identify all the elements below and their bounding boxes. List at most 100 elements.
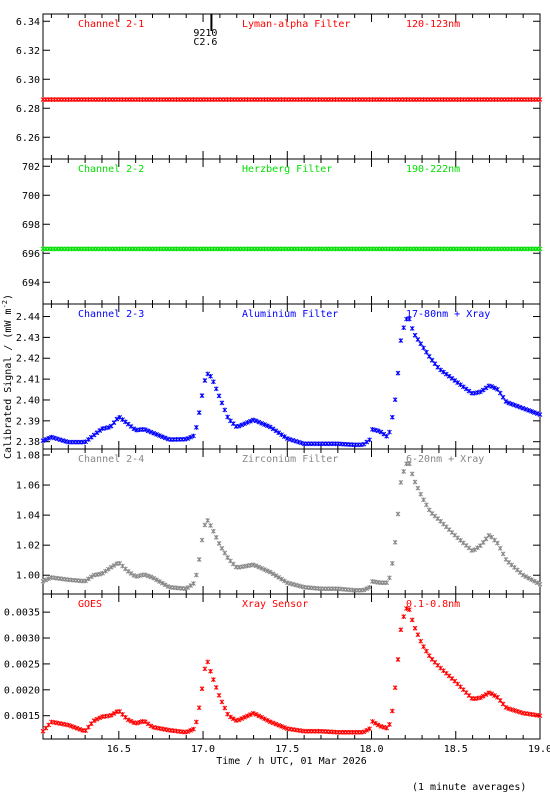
- data-point: [489, 691, 495, 697]
- data-point: [367, 437, 372, 443]
- data-point: [276, 722, 282, 728]
- data-point: [205, 518, 211, 523]
- data-point: [478, 695, 483, 701]
- data-point: [216, 692, 222, 698]
- data-point: [441, 369, 446, 375]
- data-point: [392, 397, 398, 403]
- data-point: [154, 577, 159, 583]
- data-point: [500, 394, 506, 400]
- data-point: [128, 718, 134, 724]
- y-tick-label: 2.44: [16, 312, 40, 323]
- data-point: [478, 389, 483, 395]
- data-point: [242, 714, 247, 720]
- data-point: [108, 712, 114, 718]
- data-point: [111, 711, 117, 716]
- data-point: [123, 419, 128, 425]
- y-tick-label: 702: [22, 162, 40, 173]
- data-point: [401, 614, 407, 619]
- data-point: [486, 533, 492, 538]
- y-tick-label: 698: [22, 220, 40, 231]
- y-tick-label: 2.43: [16, 333, 40, 344]
- data-point: [497, 545, 503, 551]
- data-point: [157, 433, 162, 438]
- footer-note: (1 minute averages): [412, 782, 527, 793]
- data-point: [415, 337, 421, 342]
- data-point: [537, 97, 543, 102]
- data-point: [125, 569, 131, 574]
- data-point: [131, 426, 137, 432]
- data-point: [230, 716, 236, 722]
- y-tick-label: 6.32: [16, 46, 40, 57]
- y-tick-label: 0.0035: [4, 608, 40, 619]
- data-point: [387, 722, 392, 727]
- data-point: [282, 725, 287, 730]
- data-point: [401, 325, 407, 331]
- data-point: [424, 648, 429, 654]
- data-point: [523, 406, 529, 412]
- data-point: [270, 571, 276, 577]
- data-point: [282, 434, 287, 439]
- data-point: [273, 428, 279, 434]
- data-point: [449, 376, 455, 381]
- data-point: [412, 479, 418, 485]
- y-tick-label: 0.0020: [4, 685, 40, 696]
- data-point: [196, 705, 202, 711]
- data-point: [202, 378, 208, 383]
- data-point: [364, 727, 370, 733]
- data-point: [412, 332, 418, 338]
- x-tick-label: 17.0: [191, 744, 215, 755]
- data-point: [91, 718, 97, 723]
- data-point: [492, 385, 497, 391]
- data-point: [523, 574, 529, 579]
- data-point: [191, 581, 196, 586]
- data-point: [520, 572, 526, 578]
- data-point: [460, 384, 466, 390]
- data-point: [378, 429, 384, 435]
- y-tick-label: 2.40: [16, 395, 40, 406]
- data-point: [415, 632, 421, 638]
- data-point: [245, 420, 250, 425]
- data-point: [367, 726, 372, 732]
- data-point: [466, 388, 472, 394]
- data-point: [205, 659, 211, 665]
- y-tick-label: 2.42: [16, 354, 40, 365]
- data-point: [443, 371, 449, 377]
- y-tick-label: 1.08: [16, 451, 40, 462]
- data-point: [108, 564, 114, 570]
- panel-frame: [42, 158, 541, 305]
- panel-frame: [42, 448, 541, 595]
- y-tick-label: 700: [22, 191, 40, 202]
- data-point: [361, 587, 367, 593]
- panel-channel-label: Channel 2-3: [78, 309, 144, 320]
- data-point: [211, 528, 216, 534]
- data-point: [421, 497, 426, 503]
- data-point: [537, 412, 543, 417]
- data-point: [520, 405, 526, 411]
- data-point: [395, 657, 401, 662]
- data-point: [145, 428, 151, 434]
- data-point: [537, 246, 543, 252]
- data-point: [381, 431, 387, 437]
- data-point: [88, 434, 94, 440]
- data-point: [262, 567, 267, 572]
- data-point: [401, 469, 407, 474]
- data-point: [213, 386, 219, 392]
- data-point: [185, 729, 191, 734]
- data-point: [208, 373, 213, 379]
- data-point: [364, 586, 370, 591]
- data-point: [375, 722, 381, 728]
- data-point: [128, 424, 134, 429]
- data-point: [531, 410, 537, 415]
- data-point: [86, 437, 91, 442]
- data-point: [125, 421, 131, 427]
- data-point: [165, 584, 171, 589]
- data-point: [253, 712, 259, 717]
- data-point: [279, 724, 284, 729]
- panel-channel-label: GOES: [78, 599, 102, 610]
- data-point: [526, 408, 531, 413]
- data-point: [262, 716, 267, 722]
- data-point: [412, 625, 418, 631]
- data-point: [208, 668, 213, 674]
- data-point: [191, 433, 196, 439]
- data-point: [446, 373, 452, 379]
